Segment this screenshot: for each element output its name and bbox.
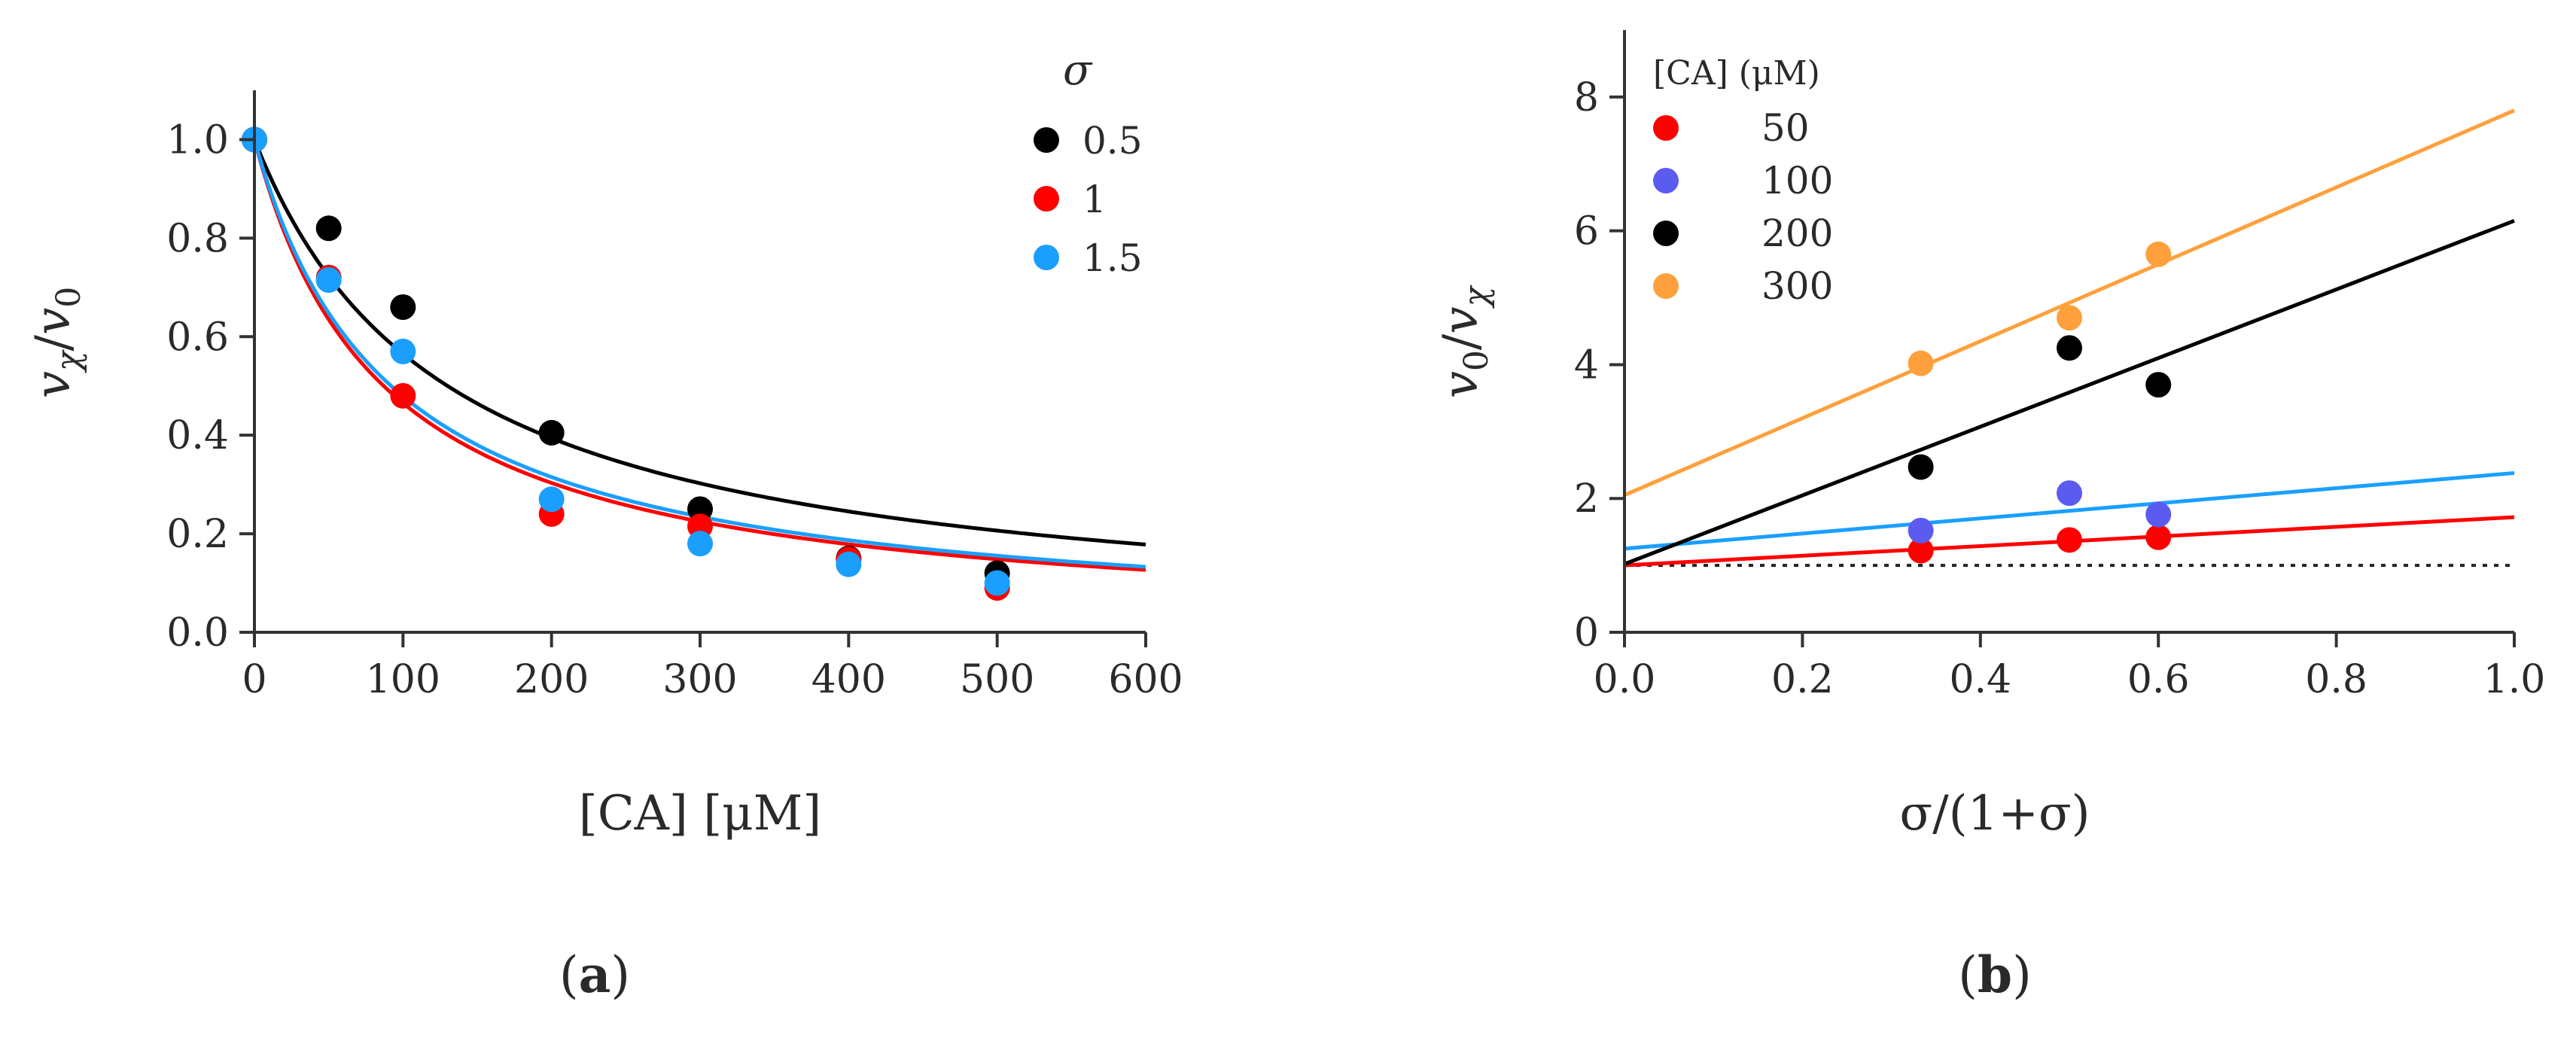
a-x-tick-label: 500 [960, 657, 1034, 702]
b-x-tick-label: 0.0 [1594, 657, 1656, 702]
a-legend: σ 0.5 1 1.5 [1034, 46, 1143, 280]
a-x-tick-label: 300 [662, 657, 737, 702]
b-y-tick-label: 6 [1574, 209, 1599, 254]
a-legend-label: 1 [1082, 178, 1107, 221]
a-point-series-0 [538, 419, 565, 446]
a-ylabel-sub1: χ [50, 349, 88, 373]
a-point-series-0 [390, 294, 416, 320]
a-y-tick-label: 0.2 [166, 512, 229, 557]
b-ylabel-v2: v [1433, 306, 1489, 333]
a-point-series-2 [390, 338, 416, 364]
b-legend-marker [1653, 115, 1679, 141]
a-x-ticks: 0 100 200 300 400 500 600 [242, 632, 1183, 702]
b-data-points [1908, 241, 2172, 564]
a-y-tick-label: 1.0 [166, 117, 229, 163]
a-point-series-2 [315, 267, 342, 293]
b-fit-line-2 [1624, 219, 2515, 566]
a-y-tick-label: 0.4 [166, 413, 229, 458]
a-x-tick-label: 0 [242, 657, 266, 702]
a-x-tick-label: 400 [811, 657, 886, 702]
a-legend-label: 1.5 [1082, 236, 1143, 280]
b-point-series-3 [2057, 305, 2082, 331]
b-x-axis-title: σ/(1+σ) [1899, 786, 2090, 842]
b-point-series-0 [2145, 524, 2172, 550]
b-axes [1623, 30, 2514, 634]
a-ylabel-v1: v [26, 371, 81, 398]
b-panel-letter: b [1978, 945, 2012, 1004]
b-ylabel-sub1: 0 [1457, 350, 1496, 371]
b-ylabel-v1: v [1433, 371, 1489, 398]
b-x-tick-label: 0.8 [2305, 657, 2367, 702]
b-legend-label: 300 [1761, 264, 1833, 308]
b-point-series-2 [2057, 335, 2082, 361]
a-data-points [242, 126, 1010, 601]
a-point-series-0 [315, 215, 342, 242]
a-legend-title: σ [1063, 46, 1093, 95]
b-fit-line-1 [1624, 470, 2515, 551]
b-fit-line-3 [1624, 108, 2515, 498]
a-y-axis-title: vχ/v0 [26, 287, 88, 399]
b-point-series-3 [1908, 350, 1934, 376]
b-point-series-0 [2057, 527, 2082, 553]
a-y-tick-label: 0.6 [166, 315, 229, 360]
a-legend-marker [1034, 127, 1059, 153]
b-x-tick-label: 0.6 [2127, 657, 2190, 702]
a-x-tick-label: 600 [1108, 657, 1183, 702]
a-point-series-2 [836, 551, 862, 577]
b-y-tick-label: 8 [1574, 75, 1599, 120]
a-ylabel-slash: / [26, 334, 81, 351]
b-point-series-3 [2145, 241, 2172, 267]
a-legend-marker [1034, 186, 1059, 212]
a-panel-letter: a [579, 945, 611, 1004]
b-point-series-0 [1908, 537, 1934, 564]
b-x-tick-label: 1.0 [2483, 657, 2546, 702]
a-point-series-2 [687, 531, 713, 557]
a-x-tick-label: 200 [514, 657, 589, 702]
b-y-tick-label: 4 [1574, 342, 1599, 388]
b-legend-marker [1653, 221, 1679, 246]
a-legend-label: 0.5 [1082, 119, 1143, 163]
a-point-series-2 [538, 486, 565, 513]
b-ylabel-slash: / [1433, 333, 1489, 350]
a-y-tick-label: 0.0 [166, 610, 229, 656]
b-y-ticks: 0 2 4 6 8 [1574, 75, 1624, 656]
a-x-axis-title: [CA] [μM] [579, 786, 822, 842]
b-legend-marker [1653, 168, 1679, 193]
a-legend-marker [1034, 245, 1059, 270]
a-fit-curve-0 [252, 139, 1146, 546]
a-y-tick-label: 0.8 [166, 216, 229, 261]
a-ylabel-sub2: 0 [50, 287, 88, 308]
panel-a: 0 100 200 300 400 500 600 0.0 0.2 0.4 0.6 0.8 1.0 [… [26, 46, 1183, 1004]
b-ylabel-sub2: χ [1457, 285, 1496, 309]
b-y-tick-label: 0 [1574, 610, 1599, 656]
a-point-series-1 [390, 382, 416, 409]
b-legend-label: 50 [1761, 106, 1810, 150]
a-panel-label: (a) [559, 945, 630, 1004]
b-panel-label: (b) [1958, 945, 2032, 1004]
b-x-tick-label: 0.2 [1771, 657, 1834, 702]
a-ylabel-v2: v [26, 308, 81, 335]
b-y-axis-title: v0/vχ [1433, 285, 1496, 398]
b-point-series-1 [2057, 480, 2082, 507]
b-x-ticks: 0.0 0.2 0.4 0.6 0.8 1.0 [1594, 632, 2546, 702]
b-legend-title: [CA] (μM) [1653, 54, 1820, 93]
a-y-ticks: 0.0 0.2 0.4 0.6 0.8 1.0 [166, 117, 254, 656]
b-point-series-1 [1908, 517, 1934, 543]
b-legend-marker [1653, 273, 1679, 299]
b-point-series-2 [2145, 372, 2172, 398]
b-x-tick-label: 0.4 [1949, 657, 2011, 702]
a-point-series-2 [984, 570, 1010, 596]
b-y-tick-label: 2 [1574, 476, 1599, 522]
b-legend: [CA] (μM) 50 100 200 300 [1653, 54, 1833, 308]
b-legend-label: 200 [1761, 212, 1833, 255]
b-point-series-1 [2145, 501, 2172, 528]
b-point-series-2 [1908, 454, 1934, 480]
a-x-tick-label: 100 [366, 657, 440, 702]
b-legend-label: 100 [1761, 159, 1833, 202]
